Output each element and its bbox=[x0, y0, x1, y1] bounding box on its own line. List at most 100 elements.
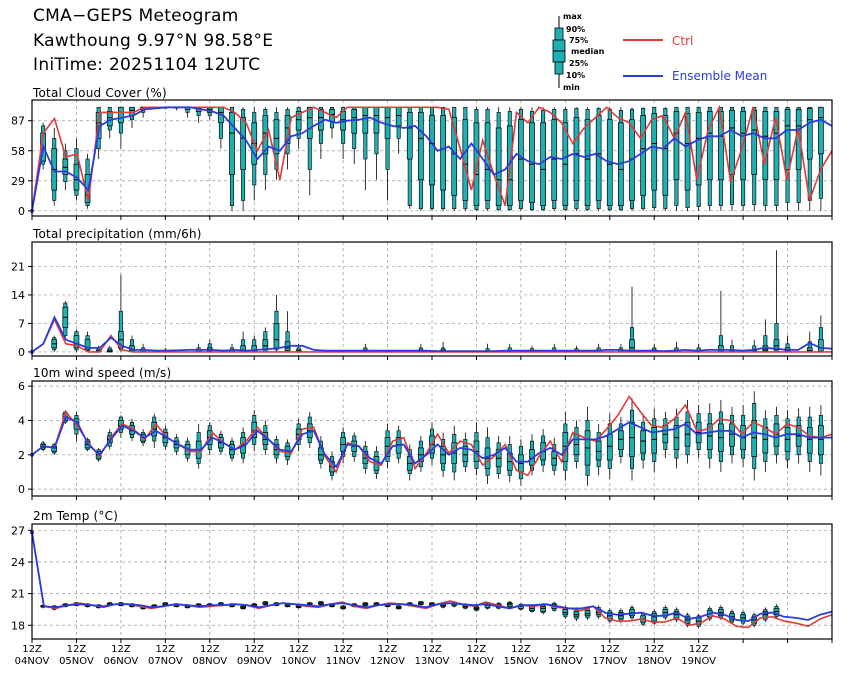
x-tick-hour: 12Z bbox=[156, 644, 176, 655]
temp-box-iqr bbox=[573, 611, 580, 618]
precip-ctrl-line bbox=[31, 317, 832, 353]
temp-box-iqr bbox=[584, 610, 591, 617]
cloud-box-iqr bbox=[673, 111, 680, 181]
precip-box-iqr bbox=[818, 339, 824, 352]
precip-box bbox=[51, 335, 58, 352]
cloud-box-iqr bbox=[684, 113, 691, 191]
wind-ctrl-line bbox=[31, 394, 833, 477]
wind-box-iqr bbox=[751, 420, 758, 457]
temp-box bbox=[662, 605, 669, 621]
temp-box bbox=[740, 610, 746, 626]
wind-box bbox=[629, 398, 635, 481]
cloud-box bbox=[573, 107, 580, 211]
cloud-box-iqr bbox=[106, 111, 113, 127]
temp-box bbox=[284, 603, 291, 608]
cloud-box bbox=[406, 106, 413, 209]
cloud-panel-title: Total Cloud Cover (%) bbox=[33, 86, 167, 100]
legend-mean-label: Ensemble Mean bbox=[672, 69, 767, 83]
wind-box bbox=[462, 432, 469, 472]
temp-box-iqr bbox=[651, 613, 658, 622]
x-tick-hour: 12Z bbox=[467, 644, 487, 655]
temp-ytick-label: 21 bbox=[11, 588, 25, 601]
cloud-box bbox=[440, 106, 446, 211]
precip-box bbox=[718, 290, 724, 353]
precip-box bbox=[262, 327, 269, 353]
wind-box-iqr bbox=[762, 426, 769, 454]
wind-box-iqr bbox=[729, 423, 735, 447]
cloud-box-iqr bbox=[429, 115, 435, 186]
cloud-box-iqr bbox=[351, 108, 358, 134]
cloud-box-iqr bbox=[551, 119, 558, 201]
cloud-box bbox=[129, 106, 135, 128]
precip-ytick-label: 21 bbox=[11, 260, 25, 273]
x-tick-date: 19NOV bbox=[681, 656, 716, 667]
temp-box bbox=[695, 613, 702, 629]
temp-box bbox=[362, 602, 369, 607]
temp-box bbox=[340, 605, 346, 610]
cloud-box bbox=[495, 107, 502, 211]
temp-box bbox=[518, 603, 524, 611]
cloud-box bbox=[62, 143, 69, 191]
wind-panel: 0 2 4 6 bbox=[18, 380, 833, 500]
wind-box-iqr bbox=[595, 440, 602, 461]
cloud-box bbox=[462, 106, 469, 211]
cloud-box bbox=[662, 107, 669, 211]
wind-box bbox=[729, 406, 735, 464]
cloud-box-iqr bbox=[318, 108, 324, 131]
wind-box bbox=[618, 417, 624, 464]
wind-box bbox=[818, 405, 824, 476]
temp-ytick-label: 18 bbox=[11, 619, 25, 632]
wind-box bbox=[640, 413, 646, 469]
x-tick-date: 07NOV bbox=[148, 656, 183, 667]
x-tick-date: 11NOV bbox=[326, 656, 361, 667]
wind-box bbox=[551, 437, 558, 476]
cloud-ytick-label: 87 bbox=[11, 115, 25, 128]
x-tick-hour: 12Z bbox=[289, 644, 309, 655]
cloud-box bbox=[518, 107, 524, 211]
legend-p10-label: 10% bbox=[566, 71, 585, 80]
wind-box-iqr bbox=[618, 430, 624, 451]
temp-box bbox=[240, 605, 246, 610]
wind-box bbox=[584, 406, 591, 486]
precip-box bbox=[773, 250, 780, 353]
precip-ytick-label: 14 bbox=[11, 289, 25, 302]
wind-box bbox=[406, 444, 413, 481]
cloud-box-iqr bbox=[295, 111, 302, 131]
cloud-box-iqr bbox=[473, 122, 480, 206]
x-tick-hour: 12Z bbox=[644, 644, 664, 655]
x-tick-date: 10NOV bbox=[281, 656, 316, 667]
wind-box bbox=[751, 391, 758, 481]
wind-box-iqr bbox=[773, 423, 780, 447]
precip-box bbox=[106, 345, 113, 353]
wind-box-iqr bbox=[818, 425, 824, 456]
cloud-box bbox=[318, 106, 324, 160]
wind-box bbox=[418, 435, 424, 472]
wind-box bbox=[218, 430, 224, 455]
cloud-box bbox=[718, 106, 724, 211]
x-tick-hour: 12Z bbox=[333, 644, 353, 655]
cloud-box-iqr bbox=[540, 122, 546, 206]
cloud-box bbox=[240, 107, 246, 211]
x-tick-hour: 12Z bbox=[200, 644, 220, 655]
x-tick-hour: 12Z bbox=[422, 644, 442, 655]
legend-max-label: max bbox=[563, 12, 583, 21]
temp-box bbox=[473, 605, 480, 612]
cloud-box bbox=[784, 106, 791, 211]
cloud-box-iqr bbox=[818, 106, 824, 155]
x-tick-date: 16NOV bbox=[548, 656, 583, 667]
cloud-box-iqr bbox=[729, 110, 735, 175]
precip-box bbox=[806, 331, 813, 353]
temp-box-iqr bbox=[540, 605, 546, 612]
cloud-box bbox=[673, 106, 680, 211]
precip-box bbox=[62, 301, 69, 340]
x-tick-date: 14NOV bbox=[459, 656, 494, 667]
cloud-box bbox=[340, 106, 346, 160]
x-tick-date: 06NOV bbox=[104, 656, 139, 667]
legend-ctrl-label: Ctrl bbox=[672, 34, 693, 48]
cloud-box bbox=[751, 106, 758, 211]
temp-mean-line bbox=[31, 532, 833, 623]
cloud-box bbox=[618, 107, 624, 211]
precip-box bbox=[240, 331, 246, 353]
temp-box-iqr bbox=[506, 602, 513, 607]
precip-mean-line bbox=[31, 315, 833, 353]
